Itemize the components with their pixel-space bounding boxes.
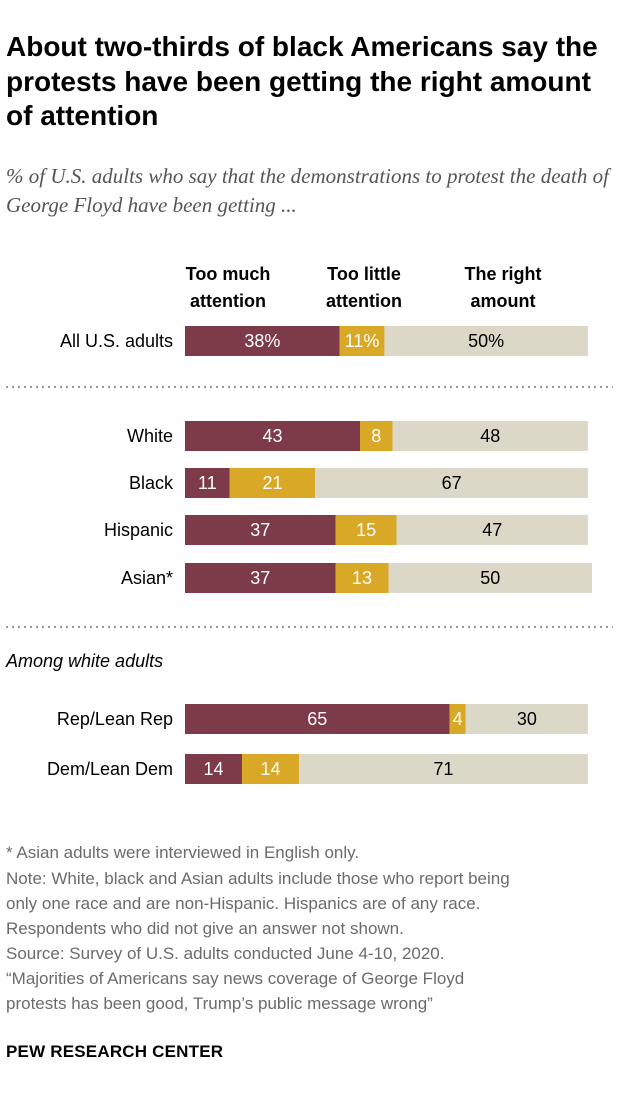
data-label-too-much-rep-lean-rep: 65 xyxy=(307,709,327,729)
note-line: Respondents who did not give an answer n… xyxy=(6,919,404,938)
source-note: Source: Survey of U.S. adults conducted … xyxy=(6,944,445,963)
bar-segment-too-little-all-u-s-adults xyxy=(339,326,385,356)
data-label-too-little-black: 21 xyxy=(262,473,282,493)
category-label-all-u-s-adults: All U.S. adults xyxy=(60,331,173,351)
data-label-too-little-all-u-s-adults: 11% xyxy=(345,331,380,351)
bar-segment-too-much-asian xyxy=(185,563,336,593)
data-label-right-amount-hispanic: 47 xyxy=(482,520,502,540)
data-label-too-much-all-u-s-adults: 38% xyxy=(244,331,280,351)
bar-segment-too-much-white xyxy=(185,421,361,451)
footnote-asterisk: * Asian adults were interviewed in Engli… xyxy=(6,843,360,862)
category-label-rep-lean-rep: Rep/Lean Rep xyxy=(57,709,173,729)
data-label-too-much-white: 43 xyxy=(262,426,282,446)
data-label-right-amount-dem-lean-dem: 71 xyxy=(433,759,453,779)
bar-segment-too-much-black xyxy=(185,468,230,498)
chart-title: About two-thirds of black Americans say … xyxy=(6,31,598,132)
data-label-right-amount-all-u-s-adults: 50% xyxy=(468,331,504,351)
bar-segment-right-amount-asian xyxy=(388,563,592,593)
bar-segment-right-amount-rep-lean-rep xyxy=(465,704,588,734)
data-label-too-little-rep-lean-rep: 4 xyxy=(453,709,463,729)
bar-segment-right-amount-hispanic xyxy=(396,515,588,545)
data-label-too-much-black: 11 xyxy=(198,473,217,493)
report-reference: “Majorities of Americans say news covera… xyxy=(6,969,465,988)
section-label-white-adults: Among white adults xyxy=(6,651,164,671)
bar-segment-too-much-rep-lean-rep xyxy=(185,704,450,734)
data-label-right-amount-white: 48 xyxy=(480,426,500,446)
data-label-right-amount-rep-lean-rep: 30 xyxy=(517,709,537,729)
bar-segment-too-little-rep-lean-rep xyxy=(449,704,466,734)
data-label-too-little-hispanic: 15 xyxy=(356,520,376,540)
bar-segment-too-little-dem-lean-dem xyxy=(241,754,299,784)
column-header-too-much: Too much attention xyxy=(185,264,271,311)
bar-segment-too-much-all-u-s-adults xyxy=(185,326,340,356)
chart-subtitle: % of U.S. adults who say that the demons… xyxy=(6,164,609,217)
category-label-white: White xyxy=(127,426,173,446)
bar-segment-right-amount-dem-lean-dem xyxy=(298,754,588,784)
report-reference: protests has been good, Trump’s public m… xyxy=(6,994,433,1013)
data-label-too-little-white: 8 xyxy=(371,426,381,446)
data-label-too-much-dem-lean-dem: 14 xyxy=(203,759,223,779)
source-credit: PEW RESEARCH CENTER xyxy=(6,1042,224,1061)
data-label-right-amount-black: 67 xyxy=(442,473,462,493)
note-line: only one race and are non-Hispanic. Hisp… xyxy=(6,894,481,913)
bar-segment-too-little-white xyxy=(360,421,393,451)
category-label-black: Black xyxy=(129,473,174,493)
bar-segment-too-much-hispanic xyxy=(185,515,336,545)
category-label-hispanic: Hispanic xyxy=(104,520,173,540)
bar-segment-too-much-dem-lean-dem xyxy=(185,754,242,784)
data-label-too-much-asian: 37 xyxy=(250,568,270,588)
data-label-too-much-hispanic: 37 xyxy=(250,520,270,540)
data-label-too-little-asian: 13 xyxy=(352,568,372,588)
bar-segment-right-amount-all-u-s-adults xyxy=(384,326,588,356)
category-label-asian: Asian* xyxy=(121,568,173,588)
note-line: Note: White, black and Asian adults incl… xyxy=(6,869,510,888)
bar-segment-right-amount-white xyxy=(392,421,588,451)
category-label-dem-lean-dem: Dem/Lean Dem xyxy=(47,759,173,779)
bar-segment-too-little-hispanic xyxy=(335,515,397,545)
bar-segment-too-little-black xyxy=(229,468,316,498)
column-header-right-amount: The right amount xyxy=(464,264,542,311)
bar-segment-too-little-asian xyxy=(335,563,389,593)
column-header-too-little: Too little attention xyxy=(326,264,402,311)
bar-segment-right-amount-black xyxy=(315,468,588,498)
data-label-too-little-dem-lean-dem: 14 xyxy=(260,759,280,779)
data-label-right-amount-asian: 50 xyxy=(480,568,500,588)
